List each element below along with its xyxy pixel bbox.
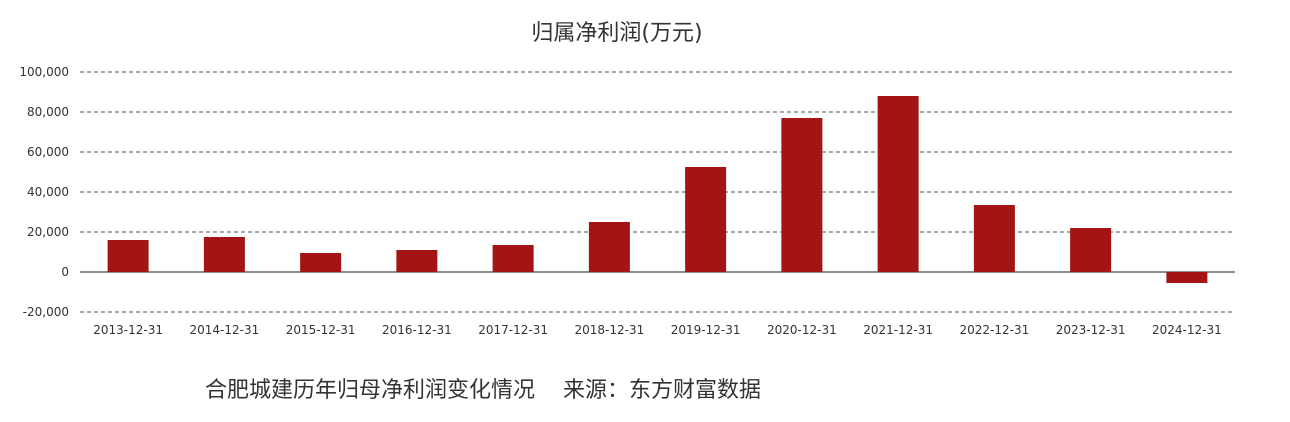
y-tick-label: 60,000: [27, 145, 69, 159]
y-axis-tick-labels: 100,000 80,000 60,000 40,000 20,000 0 -20,000: [19, 65, 69, 319]
x-tick-label: 2015-12-31: [286, 323, 356, 337]
x-tick-label: 2019-12-31: [671, 323, 741, 337]
bar-2016-12-31: [396, 250, 438, 272]
x-axis-tick-labels: 2013-12-31 2014-12-31 2015-12-31 2016-12-31…: [93, 323, 1222, 337]
x-tick-label: 2014-12-31: [190, 323, 260, 337]
x-tick-label: 2021-12-31: [863, 323, 933, 337]
bar-2020-12-31: [781, 118, 823, 272]
caption-text: 合肥城建历年归母净利润变化情况: [205, 378, 536, 403]
bar-2021-12-31: [877, 96, 919, 272]
bar-chart: 归属净利润(万元) 100,000 80,000 60,000 40,000 20,00…: [19, 21, 1235, 337]
x-tick-label: 2013-12-31: [93, 323, 163, 337]
y-tick-label: -20,000: [23, 305, 69, 319]
x-tick-label: 2022-12-31: [960, 323, 1030, 337]
bar-2018-12-31: [588, 222, 630, 272]
bar-2014-12-31: [203, 237, 245, 272]
bar-2015-12-31: [300, 253, 342, 272]
chart-title: 归属净利润(万元): [531, 21, 702, 46]
grid-lines: [80, 71, 1235, 313]
y-tick-label: 0: [61, 265, 69, 279]
y-tick-label: 80,000: [27, 105, 69, 119]
x-tick-label: 2017-12-31: [478, 323, 548, 337]
bar-2022-12-31: [973, 205, 1015, 272]
bar-2013-12-31: [107, 240, 149, 272]
x-tick-label: 2018-12-31: [575, 323, 645, 337]
y-tick-label: 20,000: [27, 225, 69, 239]
bar-2019-12-31: [685, 167, 727, 272]
bar-2023-12-31: [1070, 228, 1112, 272]
bar-2017-12-31: [492, 245, 534, 272]
x-tick-label: 2020-12-31: [767, 323, 837, 337]
bars: [107, 96, 1208, 283]
bar-2024-12-31: [1166, 272, 1208, 283]
caption-source: 来源：东方财富数据: [563, 378, 762, 403]
x-tick-label: 2016-12-31: [382, 323, 452, 337]
x-tick-label: 2023-12-31: [1056, 323, 1126, 337]
chart-caption: 合肥城建历年归母净利润变化情况 来源：东方财富数据: [205, 372, 761, 404]
y-tick-label: 100,000: [19, 65, 69, 79]
y-tick-label: 40,000: [27, 185, 69, 199]
x-tick-label: 2024-12-31: [1152, 323, 1222, 337]
